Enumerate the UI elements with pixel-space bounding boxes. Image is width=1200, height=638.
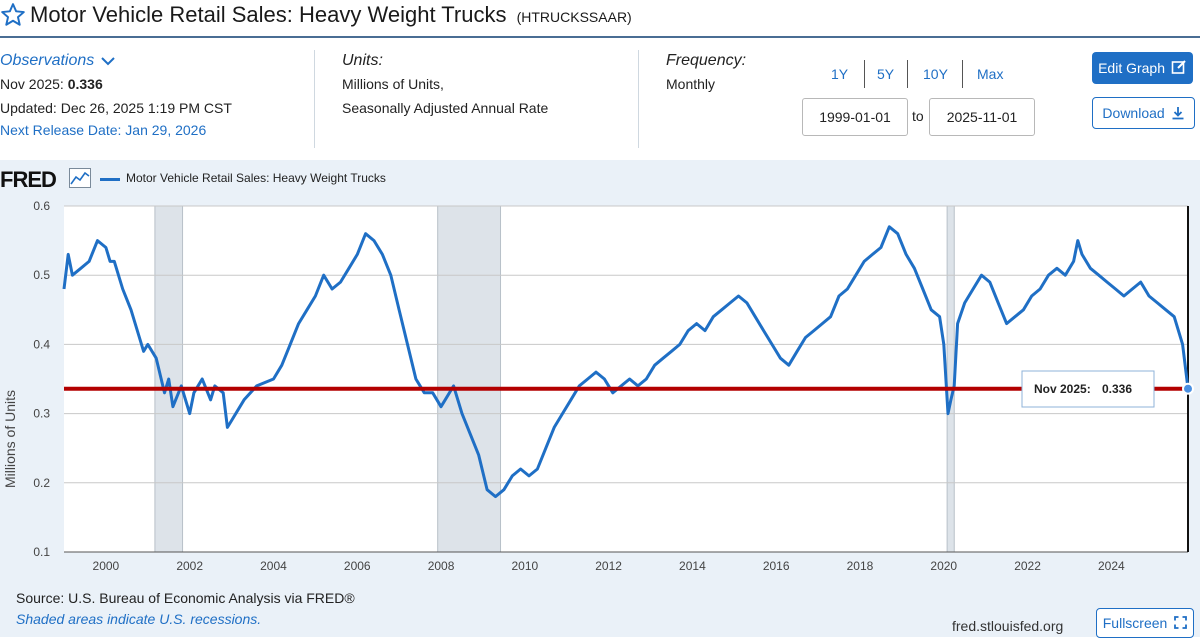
y-tick-label: 0.4 [33,337,50,351]
divider [907,60,908,88]
chevron-down-icon [101,57,115,66]
x-tick-label: 2006 [344,559,371,573]
fullscreen-button[interactable]: Fullscreen [1096,608,1194,638]
tooltip-label: Nov 2025: [1034,382,1091,396]
observations-label: Observations [0,52,95,69]
fullscreen-icon [1174,616,1188,629]
recession-note: Shaded areas indicate U.S. recessions. [16,611,262,627]
tooltip-value: 0.336 [1102,382,1132,396]
observations-dropdown[interactable]: Observations [0,52,115,70]
plot-area [64,206,1188,552]
divider [864,60,865,88]
fullscreen-label: Fullscreen [1102,615,1168,631]
y-tick-label: 0.3 [33,407,50,421]
download-label: Download [1102,105,1165,121]
fred-logo: FRED [0,167,57,192]
range-10y-button[interactable]: 10Y [923,66,948,82]
latest-period: Nov 2025: [0,76,64,92]
x-tick-label: 2012 [595,559,622,573]
edit-graph-label: Edit Graph [1098,60,1166,76]
series-title: Motor Vehicle Retail Sales: Heavy Weight… [30,2,507,27]
x-tick-label: 2010 [511,559,538,573]
start-date-input[interactable]: 1999-01-01 [802,98,908,136]
x-tick-label: 2020 [930,559,957,573]
x-tick-label: 2014 [679,559,706,573]
y-tick-label: 0.2 [33,476,50,490]
chart-panel: Nov 2025: 0.336 0.1 0.2 0.3 0.4 0.5 0.6 2000 200… [0,160,1200,638]
units-line1: Millions of Units, [342,76,444,92]
source-note: Source: U.S. Bureau of Economic Analysis… [16,590,355,606]
frequency-heading: Frequency: [666,52,747,69]
x-tick-label: 2018 [847,559,874,573]
latest-value: 0.336 [67,76,103,92]
download-button[interactable]: Download [1092,97,1195,129]
units-line2: Seasonally Adjusted Annual Rate [342,100,549,116]
series-code: (HTRUCKSSAAR) [516,9,632,25]
frequency-value: Monthly [666,76,716,92]
updated-text: Updated: Dec 26, 2025 1:19 PM CST [0,100,232,116]
page-title: Motor Vehicle Retail Sales: Heavy Weight… [30,2,632,28]
to-label: to [912,108,924,124]
y-axis-title: Millions of Units [2,390,18,488]
series-info: Observations Nov 2025: 0.336 Updated: De… [0,48,1200,160]
latest-observation: Nov 2025: 0.336 [0,76,103,92]
range-max-button[interactable]: Max [977,66,1004,82]
legend-swatch [100,178,120,181]
chart: Nov 2025: 0.336 0.1 0.2 0.3 0.4 0.5 0.6 2000 200… [2,199,1194,573]
range-1y-button[interactable]: 1Y [831,66,849,82]
x-tick-label: 2008 [428,559,455,573]
y-tick-label: 0.5 [33,268,50,282]
title-bar: Motor Vehicle Retail Sales: Heavy Weight… [0,0,1200,38]
divider [962,60,963,88]
x-tick-label: 2004 [260,559,287,573]
chart-line-icon [69,168,91,188]
divider [638,50,639,148]
divider [314,50,315,148]
edit-icon [1171,60,1186,74]
recession-band [437,205,502,553]
series-line [62,225,1190,499]
download-icon [1172,107,1184,120]
x-tick-label: 2022 [1014,559,1041,573]
hover-point[interactable] [1182,382,1194,395]
tooltip-box [1021,370,1155,408]
x-tick-label: 2024 [1098,559,1125,573]
units-heading: Units: [342,52,383,69]
end-date-input[interactable]: 2025-11-01 [929,98,1035,136]
next-release-link[interactable]: Next Release Date: Jan 29, 2026 [0,122,207,138]
star-icon[interactable] [0,2,26,28]
site-link[interactable]: fred.stlouisfed.org [952,618,1064,634]
x-tick-label: 2000 [93,559,120,573]
edit-graph-button[interactable]: Edit Graph [1092,52,1193,84]
range-5y-button[interactable]: 5Y [877,66,895,82]
x-tick-label: 2002 [176,559,203,573]
x-tick-label: 2016 [763,559,790,573]
y-tick-label: 0.1 [33,545,50,559]
y-tick-label: 0.6 [33,199,50,213]
legend-label: Motor Vehicle Retail Sales: Heavy Weight… [126,171,386,185]
